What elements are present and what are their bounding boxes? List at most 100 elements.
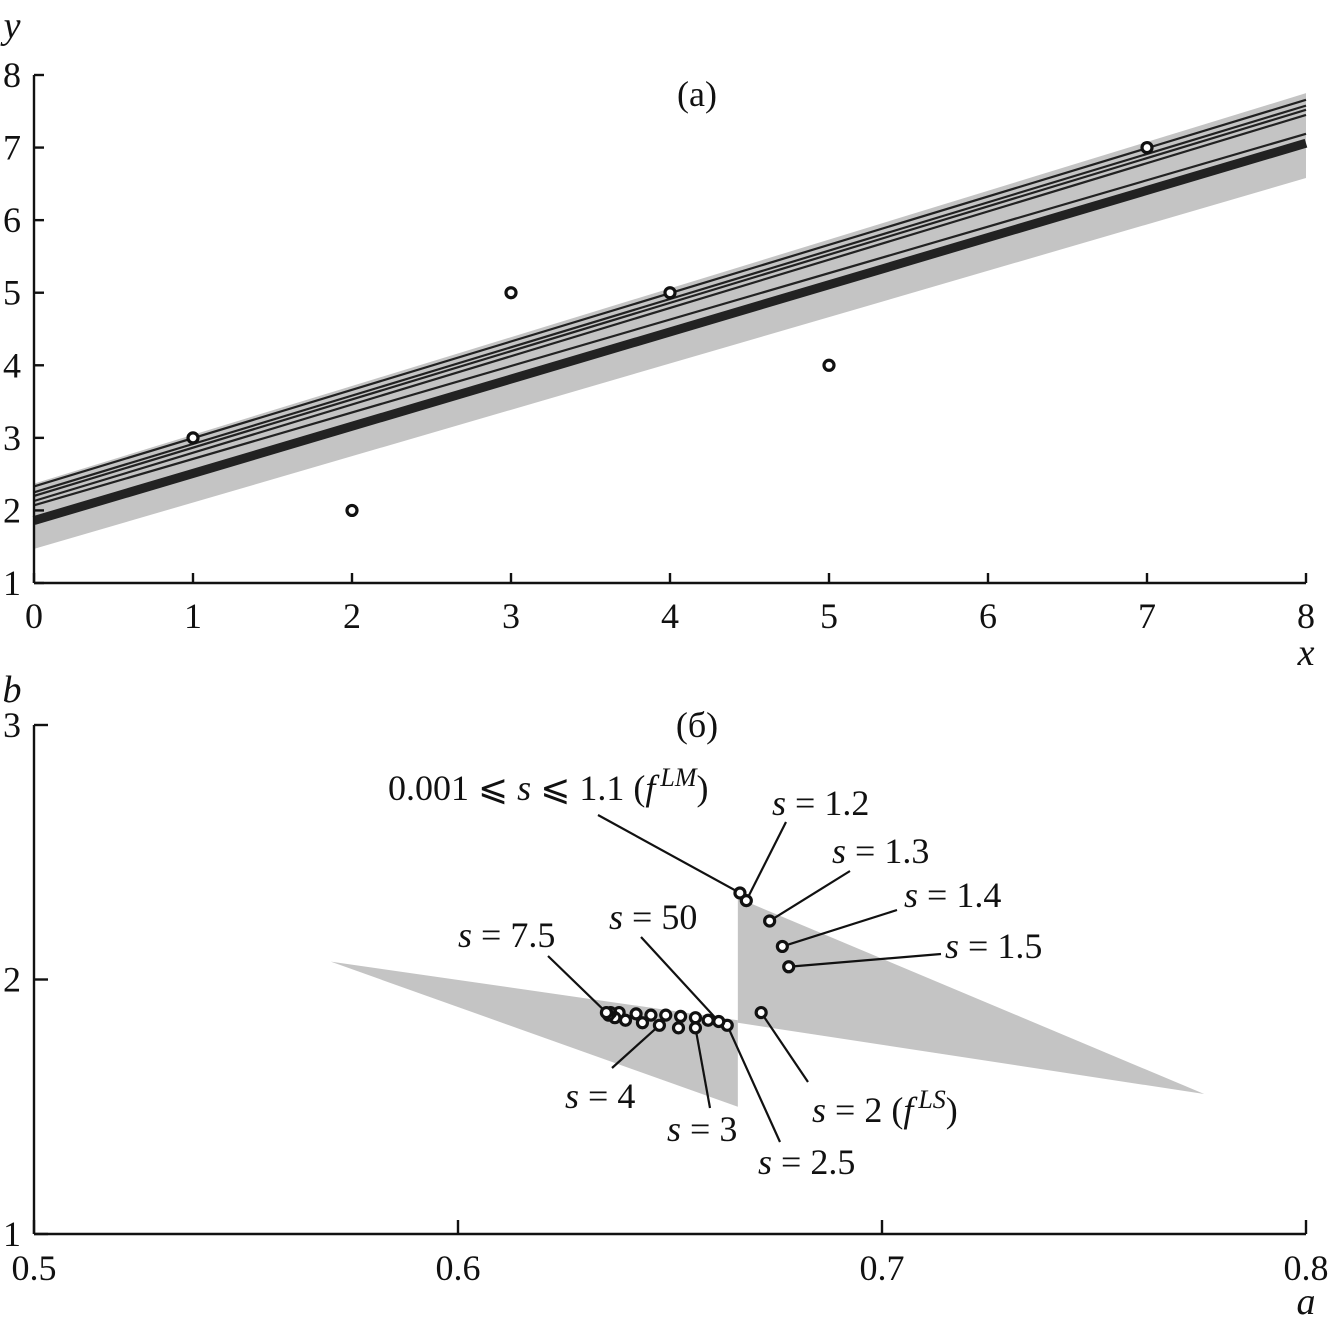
estimate-point — [701, 1013, 715, 1027]
annotation-leader-s25 — [726, 1024, 782, 1143]
data-point — [663, 286, 677, 300]
panel-b-points-layer — [599, 886, 796, 1035]
data-point — [1140, 140, 1154, 155]
annotation-leader-lm — [597, 814, 741, 894]
annotation-part: s — [609, 897, 623, 937]
feasible-region-2 — [737, 898, 1205, 1095]
estimate-point — [688, 1021, 703, 1035]
annotation-part: s — [904, 875, 918, 915]
annotation-label-s50: s = 50 — [609, 897, 697, 937]
data-point — [504, 286, 518, 300]
annotation-label-lm: 0.001 ⩽ s ⩽ 1.1 (f LM) — [388, 763, 708, 808]
annotation-label-s2: s = 2 (f LS) — [812, 1085, 958, 1130]
panel-a-title: (a) — [677, 74, 717, 114]
estimate-point — [688, 1011, 703, 1025]
y-tick-label: 5 — [3, 273, 21, 313]
panel-b-y-axis-title: b — [3, 669, 22, 711]
annotation-leader-s13 — [769, 870, 851, 922]
estimate-point — [763, 914, 777, 928]
annotation-part: f — [903, 1090, 918, 1130]
annotation-part: = 4 — [579, 1076, 635, 1116]
a-tick-label: 0.6 — [436, 1248, 481, 1288]
estimate-point — [754, 1005, 768, 1020]
annotation-leader-s14 — [782, 908, 898, 948]
annotation-part: LS — [917, 1085, 945, 1114]
data-point — [186, 431, 200, 445]
panel-a-band-layer — [34, 93, 1306, 549]
data-point — [345, 503, 359, 518]
annotation-part: = 1.2 — [786, 783, 869, 823]
estimate-point — [635, 1016, 650, 1030]
annotation-part: s — [832, 831, 846, 871]
regression-line-6 — [32, 138, 1308, 525]
annotation-part: = 1.3 — [846, 831, 929, 871]
estimate-point — [712, 1014, 726, 1029]
a-tick-label: 0.8 — [1284, 1248, 1329, 1288]
x-tick-label: 5 — [820, 596, 838, 636]
estimate-point — [659, 1008, 673, 1022]
annotation-leader-s75 — [547, 955, 608, 1014]
panel-b-annotations-layer: 0.001 ⩽ s ⩽ 1.1 (f LM) s = 1.2s = 1.3s = 1… — [388, 763, 1042, 1182]
regression-line-3 — [33, 108, 1307, 497]
y-tick-label: 6 — [3, 200, 21, 240]
estimate-point — [673, 1009, 688, 1024]
annotation-part: = 1.5 — [959, 926, 1042, 966]
estimate-point — [599, 1005, 614, 1020]
annotation-leader-s12 — [745, 821, 787, 902]
estimate-point — [782, 960, 796, 974]
annotation-leader-s2 — [760, 1011, 809, 1083]
x-tick-label: 4 — [661, 596, 679, 636]
annotation-part: = 1.4 — [918, 875, 1001, 915]
feasible-region-1 — [330, 961, 738, 1107]
b-tick-label: 2 — [3, 960, 21, 1000]
y-tick-label: 4 — [3, 345, 21, 385]
annotation-leader-s4 — [611, 1024, 661, 1069]
annotation-label-s14: s = 1.4 — [904, 875, 1001, 915]
annotation-part: ) — [696, 768, 708, 808]
y-tick-label: 3 — [3, 418, 21, 458]
y-tick-label: 2 — [3, 490, 21, 530]
panel-b-axes: 0.5 0.6 0.7 0.8 1 2 3 — [3, 705, 1329, 1288]
annotation-part: s — [812, 1090, 826, 1130]
annotation-label-s12: s = 1.2 — [772, 783, 869, 823]
y-tick-label: 8 — [3, 55, 21, 95]
x-tick-label: 0 — [25, 596, 43, 636]
annotation-leader-s15 — [788, 952, 942, 968]
annotation-part: s — [517, 768, 531, 808]
annotation-part: s — [458, 915, 472, 955]
estimate-point — [652, 1018, 667, 1032]
regression-line-5 — [33, 132, 1307, 507]
annotation-part: = 3 — [681, 1109, 737, 1149]
annotation-part: = 2 ( — [826, 1090, 903, 1130]
annotation-part: s — [667, 1109, 681, 1149]
annotation-label-s75: s = 7.5 — [458, 915, 555, 955]
x-tick-label: 7 — [1138, 596, 1156, 636]
panel-b-title: (б) — [676, 705, 718, 745]
x-tick-label: 3 — [502, 596, 520, 636]
annotation-part: = 7.5 — [472, 915, 555, 955]
a-tick-label: 0.7 — [860, 1248, 905, 1288]
annotation-part: 0.001 ⩽ — [388, 768, 517, 808]
x-tick-label: 8 — [1297, 596, 1315, 636]
panel-a-x-axis-title: x — [1297, 632, 1315, 674]
x-tick-label: 2 — [343, 596, 361, 636]
estimate-point — [739, 894, 753, 908]
annotation-part: s — [565, 1076, 579, 1116]
annotation-part: = 50 — [623, 897, 697, 937]
annotation-part: LM — [659, 763, 697, 792]
panel-a-lines-layer — [32, 98, 1308, 525]
panel-b-regions-layer — [330, 898, 1205, 1107]
annotation-label-s15: s = 1.5 — [945, 926, 1042, 966]
annotation-label-s25: s = 2.5 — [758, 1142, 855, 1182]
annotation-part: s — [772, 783, 786, 823]
confidence-band — [34, 93, 1306, 549]
annotation-label-s13: s = 1.3 — [832, 831, 929, 871]
regression-line-4 — [33, 113, 1307, 503]
estimate-point — [644, 1008, 658, 1022]
panel-a-y-axis-title: y — [0, 5, 21, 47]
b-tick-label: 1 — [3, 1214, 21, 1254]
